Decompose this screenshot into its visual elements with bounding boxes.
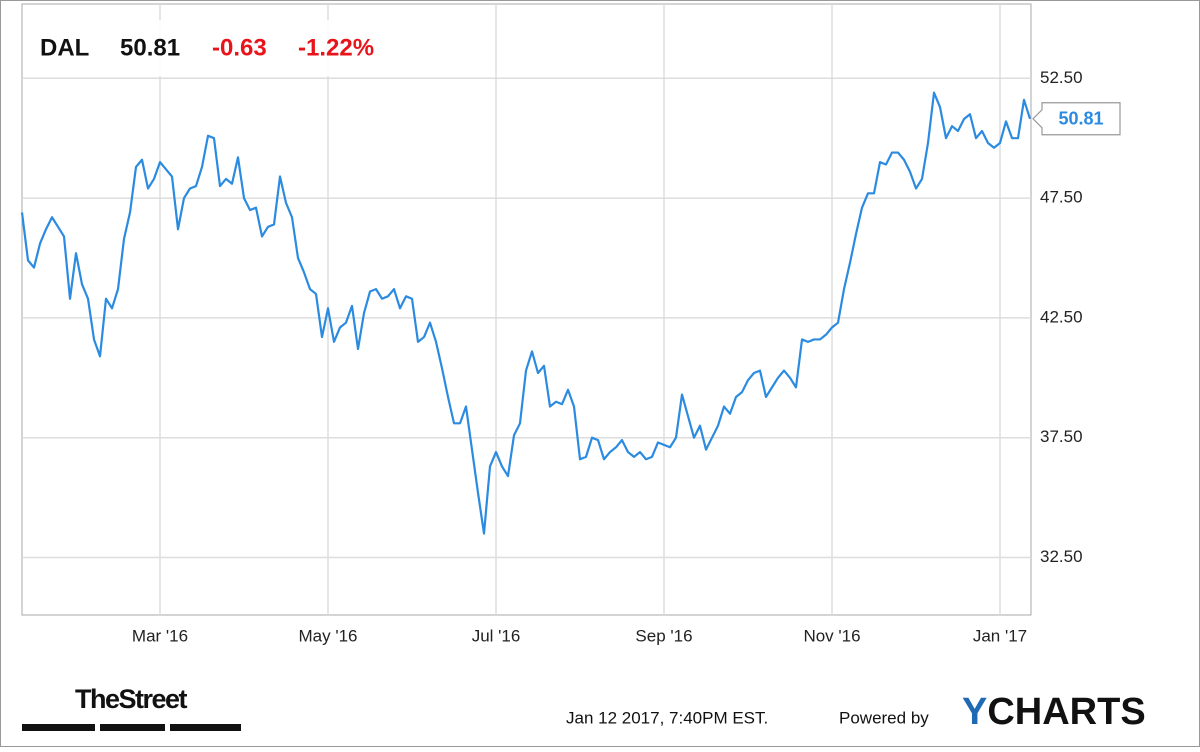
timestamp: Jan 12 2017, 7:40PM EST.: [566, 708, 768, 727]
plot-area: [21, 3, 1032, 616]
logo-bar: [100, 724, 165, 731]
header-box: [24, 20, 412, 76]
x-tick-label: Jan '17: [973, 626, 1027, 645]
grid: [22, 4, 1031, 615]
x-tick-label: Jul '16: [472, 626, 521, 645]
ticker: DAL: [40, 34, 89, 61]
brand-rest: CHARTS: [987, 691, 1145, 733]
y-tick-label: 37.50: [1040, 427, 1083, 446]
y-tick-label: 42.50: [1040, 307, 1083, 326]
x-tick-label: Mar '16: [132, 626, 188, 645]
x-tick-label: Nov '16: [803, 626, 860, 645]
change-percent: -1.22%: [298, 34, 374, 61]
last-value-box: [1032, 102, 1121, 136]
change: -0.63: [212, 34, 267, 61]
x-tick-label: Sep '16: [635, 626, 692, 645]
price: 50.81: [120, 34, 180, 61]
logo-bar: [22, 724, 95, 731]
brand-y: Y: [962, 691, 987, 733]
logo-bar: [170, 724, 241, 731]
series: [20, 91, 1032, 535]
powered-by: Powered by: [839, 708, 929, 727]
brand: YCHARTS: [962, 691, 1146, 733]
x-tick-label: May '16: [299, 626, 358, 645]
y-tick-label: 52.50: [1040, 68, 1083, 87]
price-line: [20, 91, 1032, 535]
y-tick-label: 32.50: [1040, 547, 1083, 566]
source-logo: TheStreet: [75, 684, 188, 714]
last-value-label: 50.81: [1058, 109, 1103, 129]
y-tick-label: 47.50: [1040, 188, 1083, 207]
